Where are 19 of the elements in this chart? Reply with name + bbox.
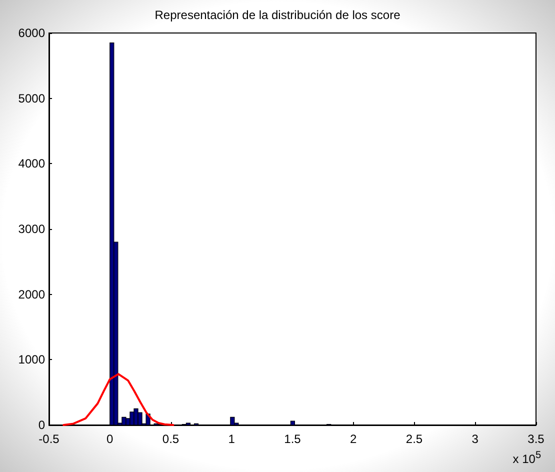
x-tick-label: -0.5 xyxy=(38,432,60,446)
x-tick-label: 1.5 xyxy=(284,432,302,446)
y-tick-label: 5000 xyxy=(18,91,46,106)
x-tick-label: 0.5 xyxy=(162,432,180,446)
y-tick-label: 6000 xyxy=(18,26,46,40)
chart-title: Representación de la distribución de los score xyxy=(154,8,401,22)
x-tick-label: 1 xyxy=(228,432,236,446)
x-tick-label: 2.5 xyxy=(406,432,423,446)
y-tick-label: 0 xyxy=(38,418,46,432)
y-tick-label: 1000 xyxy=(18,352,46,367)
y-tick-label: 3000 xyxy=(18,222,46,236)
x-tick-label: 0 xyxy=(106,432,114,446)
x-tick-label: 2 xyxy=(350,432,358,446)
line-series xyxy=(62,373,174,426)
y-tick-label: 4000 xyxy=(18,156,46,171)
y-tick-label: 2000 xyxy=(18,287,46,302)
x-tick-label: 3 xyxy=(472,432,479,446)
text: x 10$^{5}$ xyxy=(512,450,541,466)
x-tick-label: 3.5 xyxy=(528,432,545,446)
